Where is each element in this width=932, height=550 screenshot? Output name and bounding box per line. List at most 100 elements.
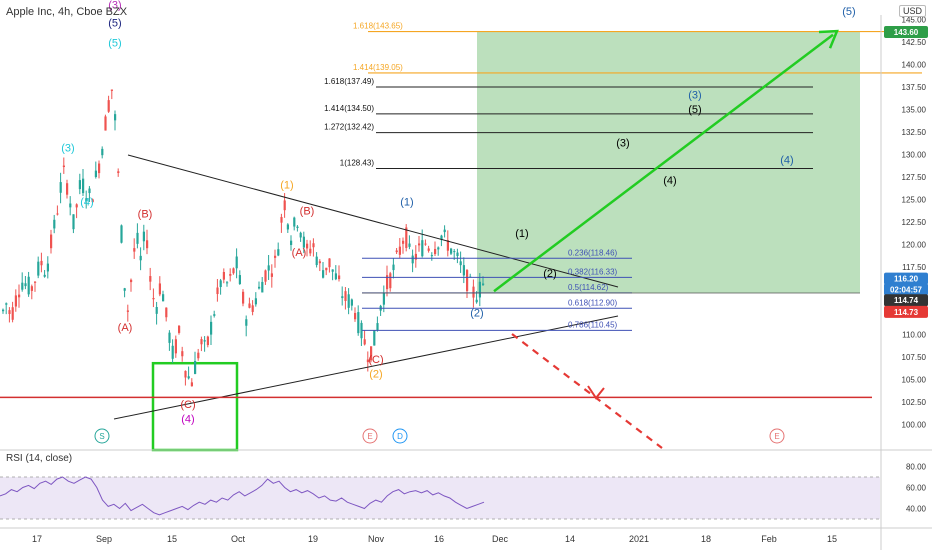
time-tick: 16 <box>434 534 444 544</box>
candle-body <box>427 248 430 251</box>
candle-body <box>139 255 142 261</box>
candle-body <box>251 305 254 312</box>
candle-body <box>254 298 257 305</box>
candle-body <box>174 339 177 354</box>
event-marker <box>362 428 378 444</box>
candle-body <box>472 286 475 298</box>
bullish-projection-arrow <box>493 33 834 293</box>
wave-label: (C) <box>368 354 383 366</box>
fib-label-blue: 0.618(112.90) <box>568 298 618 307</box>
event-marker-label: E <box>774 432 779 441</box>
candle-body <box>389 273 392 289</box>
candle-body <box>318 261 321 264</box>
candle-body <box>107 100 110 112</box>
price-tag <box>884 26 928 38</box>
candle-body <box>405 227 408 248</box>
candle-body <box>450 248 453 254</box>
bearish-projection-arrow <box>511 333 663 449</box>
fib-label-black: 1.272(132.42) <box>324 123 374 132</box>
candle-body <box>123 288 126 291</box>
candle-body <box>338 275 341 280</box>
time-tick: 15 <box>167 534 177 544</box>
candle-body <box>197 352 200 359</box>
price-tag <box>884 283 928 296</box>
wave-label: (5) <box>688 104 701 116</box>
candle-body <box>18 294 21 298</box>
price-tick: 120.00 <box>902 240 927 249</box>
candle-body <box>248 303 251 308</box>
currency-badge[interactable]: USD <box>898 5 926 17</box>
rsi-line <box>0 476 485 516</box>
candle-body <box>91 199 94 203</box>
candle-body <box>274 255 277 258</box>
candle-body <box>56 213 59 215</box>
candle-body <box>203 340 206 342</box>
candle-body <box>325 267 328 271</box>
candle-body <box>59 182 62 193</box>
candle-body <box>459 261 462 266</box>
candle-body <box>322 270 325 278</box>
candle-body <box>5 303 8 305</box>
rsi-title: RSI (14, close) <box>6 453 73 464</box>
event-marker-label: D <box>397 432 403 441</box>
candle-body <box>302 236 305 248</box>
candle-body <box>421 240 424 257</box>
candle-body <box>206 336 209 346</box>
candle-body <box>430 255 433 257</box>
wave-label: (C) <box>180 399 195 411</box>
candle-body <box>245 319 248 326</box>
price-tick: 105.00 <box>902 375 927 384</box>
wave-label: (A) <box>292 247 307 259</box>
candle-body <box>114 114 117 121</box>
candle-body <box>98 163 101 174</box>
candle-body <box>363 339 366 345</box>
candle-body <box>437 247 440 250</box>
candle-body <box>354 312 357 320</box>
time-tick: Nov <box>368 534 385 544</box>
candle-body <box>258 286 261 289</box>
candle-body <box>408 243 411 247</box>
candle-body <box>30 286 33 291</box>
candle-body <box>46 263 49 272</box>
candle-body <box>280 217 283 223</box>
bearish-arrow-mark <box>587 385 605 400</box>
fib-label-orange: 1.414(139.05) <box>353 63 403 72</box>
candle-body <box>382 293 385 305</box>
candle-body <box>136 232 139 244</box>
wave-label: (4) <box>181 414 194 426</box>
candle-body <box>466 270 469 292</box>
price-tick: 100.00 <box>902 420 927 429</box>
candle-body <box>155 306 158 314</box>
candle-body <box>21 282 24 290</box>
wave-label: (1) <box>280 180 293 192</box>
candle-body <box>146 240 149 249</box>
price-tag <box>884 272 928 285</box>
price-tag-label: 114.73 <box>894 308 919 317</box>
candle-body <box>130 279 133 283</box>
wave-label: (B) <box>300 206 315 218</box>
candle-body <box>261 281 264 293</box>
candle-body <box>194 360 197 374</box>
wave-label: (3) <box>108 0 121 12</box>
candle-body <box>110 89 113 91</box>
candle-body <box>11 307 14 320</box>
candle-body <box>315 256 318 266</box>
candle-body <box>402 240 405 244</box>
candle-body <box>235 256 238 269</box>
price-tick: 122.50 <box>902 218 927 227</box>
candle-body <box>168 332 171 343</box>
candle-body <box>290 240 293 245</box>
candle-body <box>386 275 389 290</box>
candle-body <box>152 297 155 300</box>
wave-label: (5) <box>108 37 121 49</box>
event-marker <box>392 428 408 444</box>
candle-body <box>395 250 398 253</box>
wave-label: (2) <box>543 268 556 280</box>
candle-body <box>142 231 145 242</box>
price-tick: 127.50 <box>902 173 927 182</box>
rsi-band <box>0 477 880 519</box>
candle-body <box>229 273 232 276</box>
candle-body <box>267 265 270 271</box>
price-tick: 110.00 <box>902 330 926 339</box>
